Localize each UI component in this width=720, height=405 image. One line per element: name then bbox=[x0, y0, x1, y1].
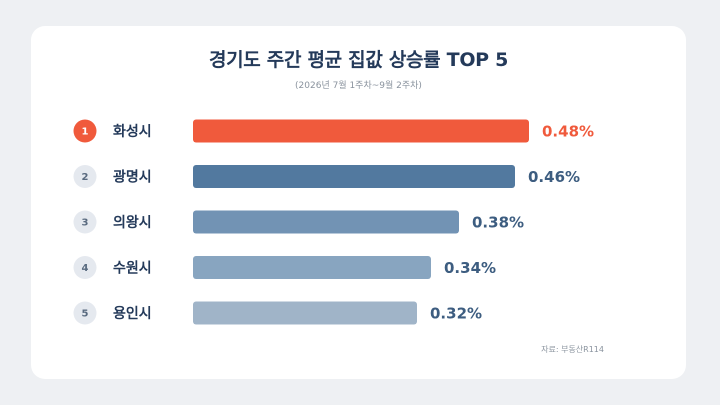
source-note: 자료: 부동산R114 bbox=[541, 345, 604, 354]
chart-title: 경기도 주간 평균 집값 상승률 TOP 5 bbox=[208, 49, 509, 71]
value-label: 0.46% bbox=[528, 168, 580, 186]
category-label: 의왕시 bbox=[113, 214, 152, 231]
rank-badge bbox=[73, 210, 97, 234]
category-label: 수원시 bbox=[113, 261, 152, 277]
value-label: 0.48% bbox=[542, 123, 594, 141]
bar-chart: 1 화성시 0.48% 2 광명시 0.46% 3 의왕시 0.38% 4 수원시 0.34% 5 용인시… bbox=[73, 119, 594, 325]
category-label: 용인시 bbox=[113, 305, 152, 322]
rank-badge bbox=[73, 165, 97, 188]
rank-badge bbox=[73, 119, 97, 143]
rank-badge bbox=[73, 256, 97, 279]
chart-card: 경기도 주간 평균 집값 상승률 TOP 5 (2026년 7월 1주차~9월 … bbox=[31, 26, 686, 379]
chart-subtitle: (2026년 7월 1주차~9월 2주차) bbox=[295, 81, 422, 91]
bar bbox=[193, 301, 417, 325]
value-label: 0.32% bbox=[430, 305, 482, 323]
rank-badge bbox=[73, 301, 97, 325]
rank-number: 4 bbox=[82, 263, 89, 274]
value-label: 0.38% bbox=[472, 214, 524, 232]
bar bbox=[193, 119, 529, 143]
rank-number: 2 bbox=[82, 172, 89, 183]
rank-number: 3 bbox=[82, 218, 89, 229]
rank-number: 5 bbox=[82, 309, 89, 320]
category-label: 광명시 bbox=[113, 169, 152, 186]
rank-number: 1 bbox=[82, 127, 89, 138]
bar bbox=[193, 165, 515, 188]
bar bbox=[193, 210, 459, 234]
category-label: 화성시 bbox=[113, 124, 152, 140]
bar bbox=[193, 256, 431, 279]
value-label: 0.34% bbox=[444, 259, 496, 277]
